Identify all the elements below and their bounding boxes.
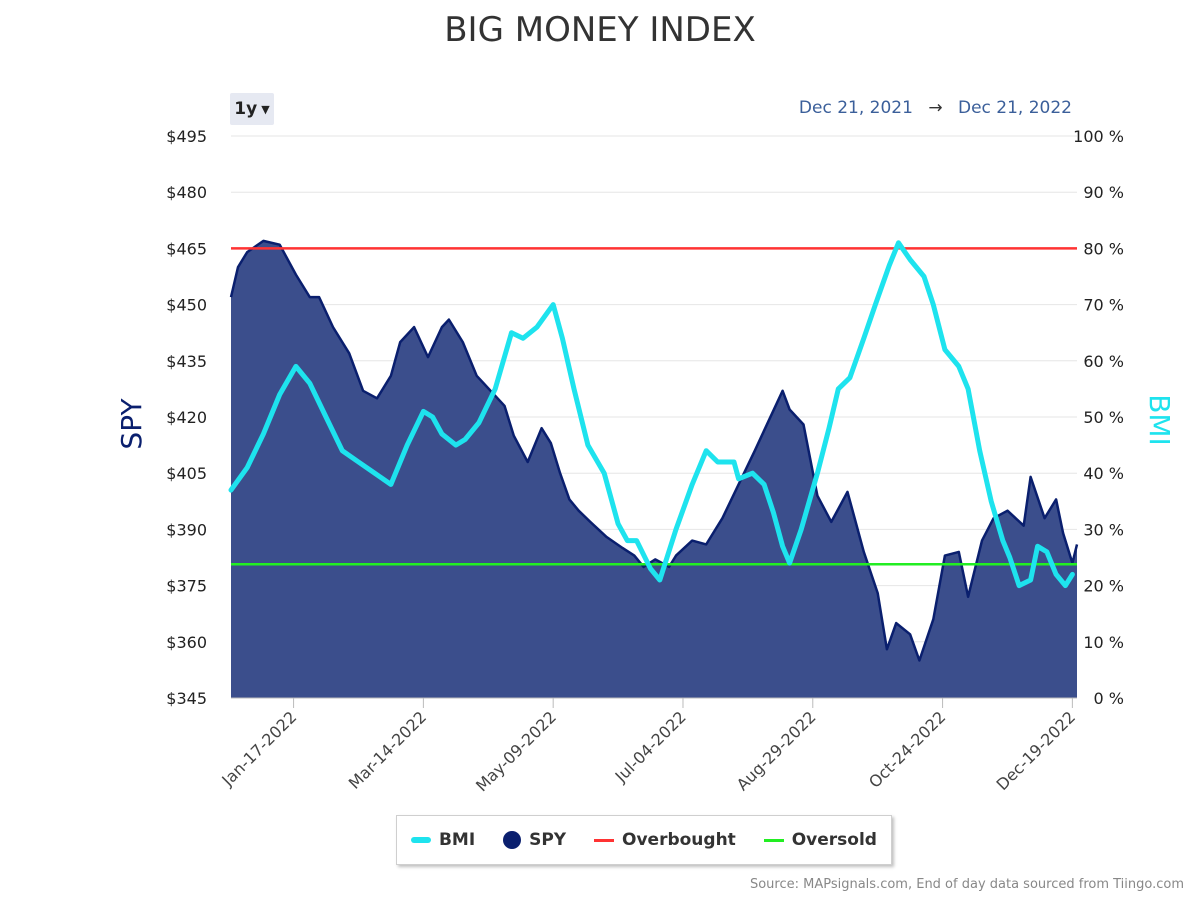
legend-label-oversold: Oversold	[791, 830, 877, 850]
y-right-tick-label: 10 %	[1083, 633, 1124, 652]
y-right-tick-label: 20 %	[1083, 577, 1124, 596]
spy-line	[229, 239, 1079, 662]
spy-area-fill	[231, 240, 1077, 698]
x-tick-label: Mar-14-2022	[345, 707, 430, 792]
legend-symbol-bmi	[410, 837, 431, 843]
date-range-display: Dec 21, 2021 → Dec 21, 2022	[799, 98, 1072, 118]
y-left-tick-label: $480	[166, 183, 207, 202]
y-left-tick-label: $345	[166, 689, 207, 708]
y-right-tick-label: 30 %	[1083, 520, 1124, 539]
y-left-tick-label: $465	[166, 239, 207, 258]
x-tick-label: Aug-29-2022	[733, 707, 820, 794]
legend-item-oversold[interactable]: Oversold	[763, 830, 877, 850]
y-right-tick-label: 100 %	[1073, 127, 1124, 146]
y-right-tick-label: 60 %	[1083, 352, 1124, 371]
y-left-tick-label: $450	[166, 296, 207, 315]
legend-item-overbought[interactable]: Overbought	[594, 830, 736, 850]
y-left-axis-title: SPY	[115, 398, 148, 450]
legend-label-spy: SPY	[529, 830, 567, 850]
legend-symbol-oversold	[763, 838, 784, 842]
x-tick-label: Jan-17-2022	[217, 707, 300, 790]
range-selector-label: 1y	[234, 99, 258, 119]
legend-label-overbought: Overbought	[622, 830, 736, 850]
legend-symbol-spy	[503, 831, 522, 849]
x-tick-label: Oct-24-2022	[865, 707, 949, 791]
caret-down-icon: ▼	[261, 102, 270, 116]
chart-title: BIG MONEY INDEX	[444, 10, 756, 50]
x-tick-label: Dec-19-2022	[993, 707, 1080, 794]
legend-item-spy[interactable]: SPY	[503, 830, 566, 850]
source-note: Source: MAPsignals.com, End of day data …	[749, 877, 1184, 892]
range-selector-button[interactable]: 1y ▼	[230, 93, 274, 125]
y-right-tick-label: 40 %	[1083, 464, 1124, 483]
y-left-tick-label: $435	[166, 352, 207, 371]
date-range-to[interactable]: Dec 21, 2022	[957, 98, 1072, 118]
date-range-from[interactable]: Dec 21, 2021	[798, 98, 913, 118]
legend: BMI SPY Overbought Oversold	[396, 815, 892, 865]
y-left-tick-label: $360	[166, 633, 207, 652]
y-left-tick-label: $390	[166, 520, 207, 539]
y-left-tick-label: $495	[166, 127, 207, 146]
y-right-tick-label: 0 %	[1094, 689, 1124, 708]
bmi-line	[228, 240, 1075, 589]
y-left-tick-label: $405	[166, 464, 207, 483]
spy-series[interactable]	[229, 239, 1079, 698]
y-right-tick-label: 70 %	[1083, 296, 1124, 315]
x-tick-label: Jul-04-2022	[611, 707, 690, 786]
y-right-axis-title: BMI	[1143, 394, 1176, 446]
x-tick-label: May-09-2022	[472, 707, 560, 795]
arrow-right-icon: →	[928, 98, 943, 118]
y-right-tick-label: 80 %	[1083, 239, 1124, 258]
legend-symbol-overbought	[594, 838, 615, 842]
y-right-tick-label: 90 %	[1083, 183, 1124, 202]
y-left-tick-label: $375	[166, 577, 207, 596]
y-left-tick-label: $420	[166, 408, 207, 427]
reference-lines	[231, 247, 1077, 566]
legend-label-bmi: BMI	[438, 830, 476, 850]
bmi-series[interactable]	[228, 240, 1075, 589]
y-right-tick-label: 50 %	[1083, 408, 1124, 427]
legend-item-bmi[interactable]: BMI	[410, 830, 476, 850]
